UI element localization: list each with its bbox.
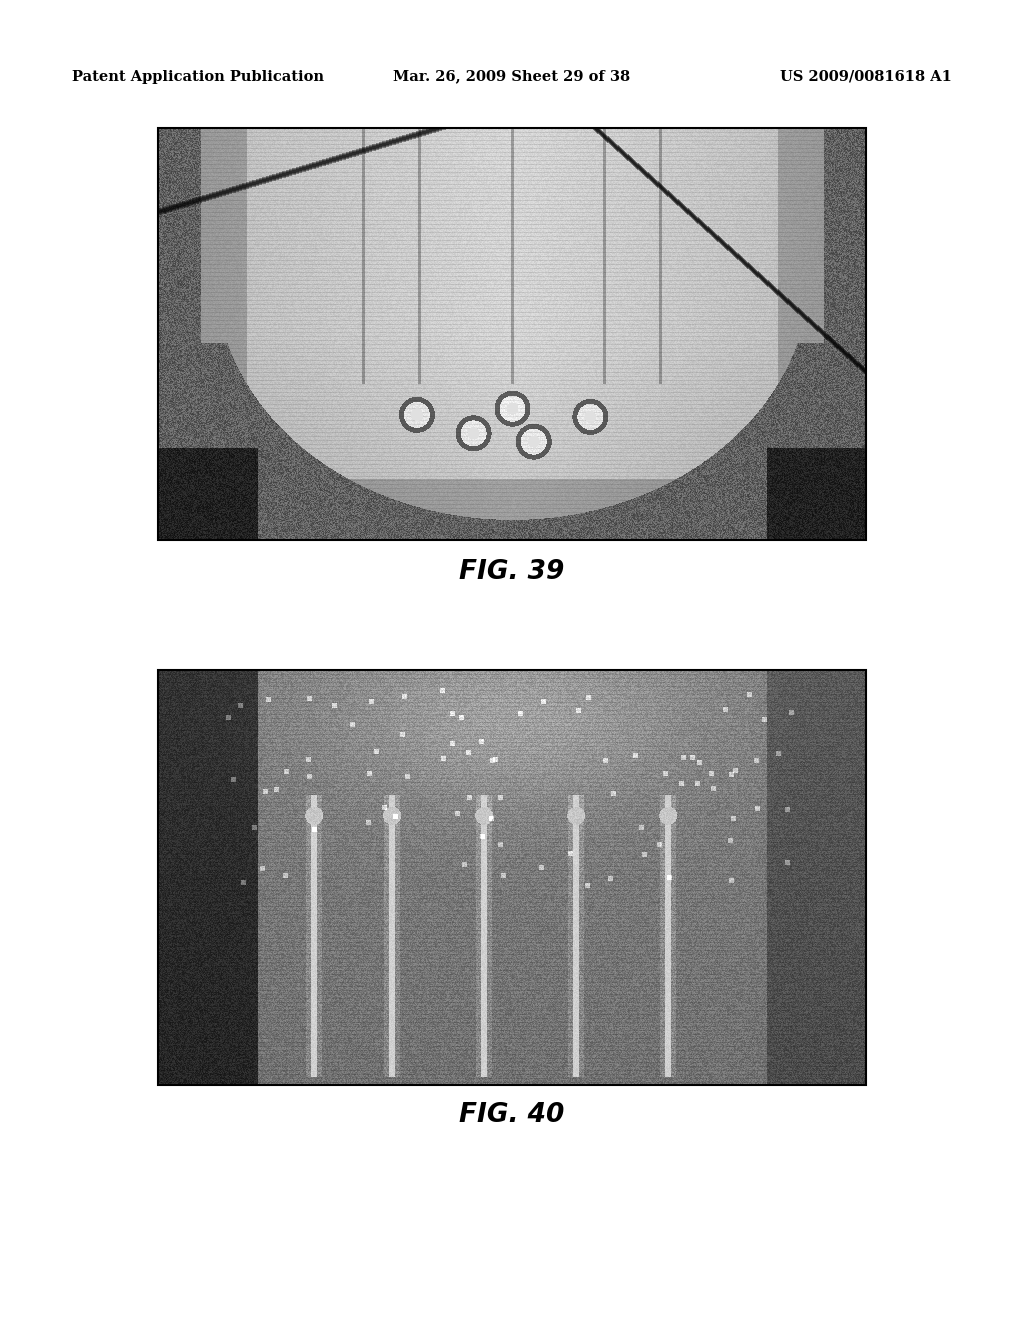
Text: Mar. 26, 2009 Sheet 29 of 38: Mar. 26, 2009 Sheet 29 of 38 <box>393 70 631 83</box>
Bar <box>158 671 866 1085</box>
Text: US 2009/0081618 A1: US 2009/0081618 A1 <box>780 70 952 83</box>
Text: FIG. 40: FIG. 40 <box>460 1102 564 1129</box>
Text: FIG. 39: FIG. 39 <box>460 558 564 585</box>
Bar <box>158 128 866 540</box>
Text: Patent Application Publication: Patent Application Publication <box>72 70 324 83</box>
